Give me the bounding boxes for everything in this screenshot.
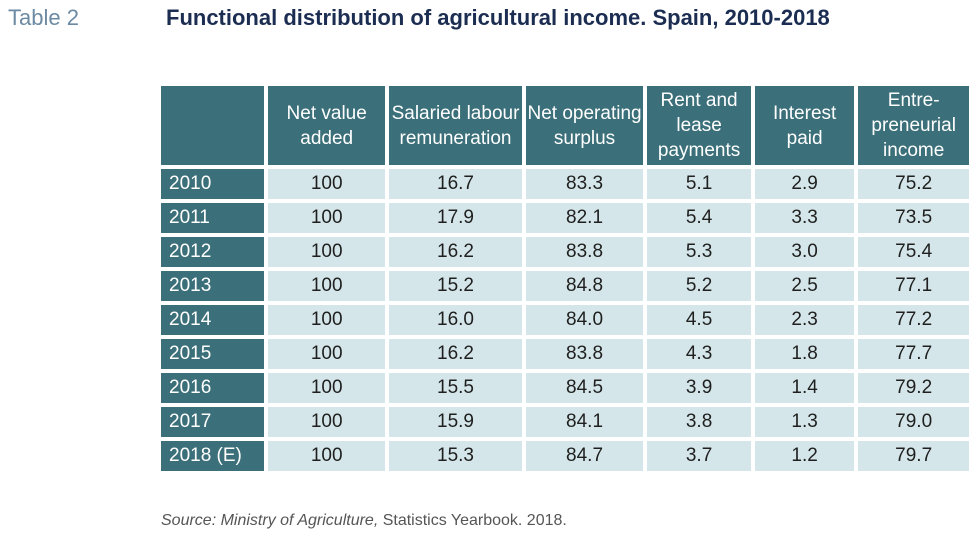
table-cell: 83.8 — [525, 237, 644, 267]
table-cell: 75.4 — [858, 237, 969, 267]
table-cell: 2.9 — [754, 169, 855, 199]
table-cell: 3.8 — [647, 407, 751, 437]
table-cell: 100 — [268, 271, 386, 301]
table-cell: 1.2 — [754, 441, 855, 471]
table-cell: 3.7 — [647, 441, 751, 471]
table-cell: 84.7 — [525, 441, 644, 471]
table-cell: 83.3 — [525, 169, 644, 199]
table-row: 2012 100 16.2 83.8 5.3 3.0 75.4 — [161, 237, 969, 267]
table-cell: 79.0 — [858, 407, 969, 437]
table-cell: 84.8 — [525, 271, 644, 301]
table-cell: 79.7 — [858, 441, 969, 471]
table-cell: 3.0 — [754, 237, 855, 267]
table-cell: 2.5 — [754, 271, 855, 301]
table-row: 2013 100 15.2 84.8 5.2 2.5 77.1 — [161, 271, 969, 301]
source-note: Source: Ministry of Agriculture, Statist… — [161, 512, 567, 530]
table-cell: 82.1 — [525, 203, 644, 233]
table-header-row: Net value added Salaried labour remunera… — [161, 86, 969, 165]
table-cell: 15.5 — [389, 373, 522, 403]
table-number-label: Table 2 — [8, 5, 79, 30]
row-year-cell: 2013 — [161, 271, 265, 301]
table-cell: 100 — [268, 441, 386, 471]
table-cell: 15.2 — [389, 271, 522, 301]
table-row: 2015 100 16.2 83.8 4.3 1.8 77.7 — [161, 339, 969, 369]
table-row: 2011 100 17.9 82.1 5.4 3.3 73.5 — [161, 203, 969, 233]
table-cell: 1.8 — [754, 339, 855, 369]
source-suffix: Statistics Yearbook. 2018. — [378, 512, 567, 529]
table-cell: 100 — [268, 169, 386, 199]
column-header-net-operating-surplus: Net operating surplus — [525, 86, 644, 165]
table-cell: 5.4 — [647, 203, 751, 233]
table-cell: 79.2 — [858, 373, 969, 403]
column-header-year — [161, 86, 265, 165]
table-cell: 100 — [268, 203, 386, 233]
table-cell: 17.9 — [389, 203, 522, 233]
table-cell: 16.0 — [389, 305, 522, 335]
row-year-cell: 2010 — [161, 169, 265, 199]
column-header-entrepreneurial-income: Entre-preneurial income — [858, 86, 969, 165]
table-title: Functional distribution of agricultural … — [166, 5, 830, 30]
table-cell: 84.5 — [525, 373, 644, 403]
column-header-interest-paid: Interest paid — [754, 86, 855, 165]
table-row: 2018 (E) 100 15.3 84.7 3.7 1.2 79.7 — [161, 441, 969, 471]
table-row: 2016 100 15.5 84.5 3.9 1.4 79.2 — [161, 373, 969, 403]
table-cell: 100 — [268, 237, 386, 267]
table-row: 2010 100 16.7 83.3 5.1 2.9 75.2 — [161, 169, 969, 199]
row-year-cell: 2017 — [161, 407, 265, 437]
table-cell: 75.2 — [858, 169, 969, 199]
row-year-cell: 2015 — [161, 339, 265, 369]
row-year-cell: 2016 — [161, 373, 265, 403]
table-row: 2014 100 16.0 84.0 4.5 2.3 77.2 — [161, 305, 969, 335]
table-cell: 84.1 — [525, 407, 644, 437]
source-prefix: Source: Ministry of Agriculture, — [161, 512, 379, 529]
column-header-net-value-added: Net value added — [268, 86, 386, 165]
table-cell: 5.1 — [647, 169, 751, 199]
table-cell: 77.7 — [858, 339, 969, 369]
column-header-rent-lease: Rent and lease payments — [647, 86, 751, 165]
table-cell: 1.3 — [754, 407, 855, 437]
table-cell: 5.2 — [647, 271, 751, 301]
table-cell: 100 — [268, 407, 386, 437]
table-cell: 5.3 — [647, 237, 751, 267]
row-year-cell: 2011 — [161, 203, 265, 233]
column-header-salaried-labour: Salaried labour remuneration — [389, 86, 522, 165]
table-cell: 15.9 — [389, 407, 522, 437]
table-body: 2010 100 16.7 83.3 5.1 2.9 75.2 2011 100 17.9 82.1… — [161, 169, 969, 471]
row-year-cell: 2014 — [161, 305, 265, 335]
table-cell: 77.1 — [858, 271, 969, 301]
table-row: 2017 100 15.9 84.1 3.8 1.3 79.0 — [161, 407, 969, 437]
table-cell: 4.3 — [647, 339, 751, 369]
table-cell: 2.3 — [754, 305, 855, 335]
table-cell: 100 — [268, 305, 386, 335]
table-cell: 77.2 — [858, 305, 969, 335]
table-cell: 100 — [268, 339, 386, 369]
table-cell: 16.2 — [389, 339, 522, 369]
table-cell: 16.2 — [389, 237, 522, 267]
data-table: Net value added Salaried labour remunera… — [157, 82, 969, 475]
table-cell: 83.8 — [525, 339, 644, 369]
table-cell: 84.0 — [525, 305, 644, 335]
table-cell: 1.4 — [754, 373, 855, 403]
row-year-cell: 2018 (E) — [161, 441, 265, 471]
row-year-cell: 2012 — [161, 237, 265, 267]
table-cell: 73.5 — [858, 203, 969, 233]
table-cell: 15.3 — [389, 441, 522, 471]
table-cell: 3.9 — [647, 373, 751, 403]
table-cell: 4.5 — [647, 305, 751, 335]
table-cell: 3.3 — [754, 203, 855, 233]
table-cell: 16.7 — [389, 169, 522, 199]
table-cell: 100 — [268, 373, 386, 403]
